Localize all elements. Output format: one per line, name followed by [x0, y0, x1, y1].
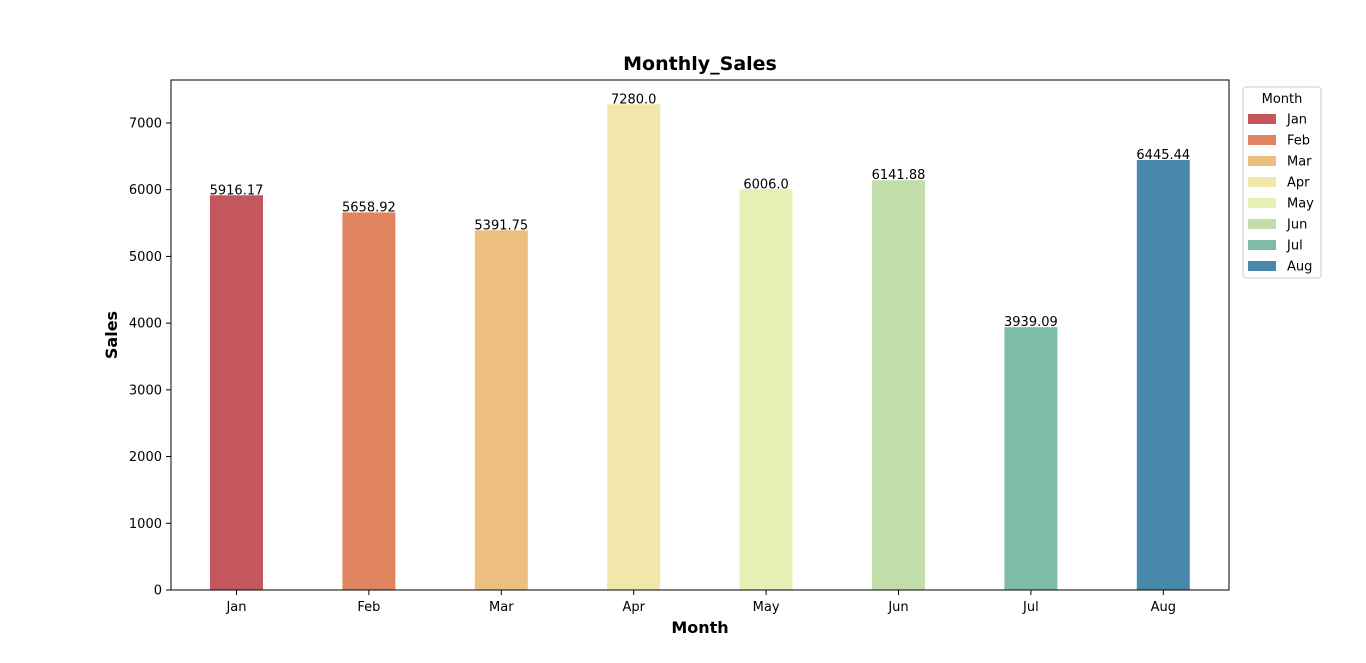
x-axis: Jan Feb Mar Apr May Jun Jul Aug	[225, 590, 1176, 615]
bar-jul	[1004, 327, 1058, 590]
y-tick-label: 0	[154, 584, 162, 599]
y-tick-label: 3000	[129, 383, 162, 398]
legend: Month Jan Feb Mar Apr May Jun Jul Aug	[1242, 86, 1322, 279]
x-tick-label-may: May	[753, 600, 780, 615]
chart-title: Monthly_Sales	[623, 53, 777, 75]
data-label-mar: 5391.75	[474, 218, 528, 233]
legend-swatch-jun	[1248, 219, 1276, 229]
plot-area-frame	[170, 79, 1230, 591]
legend-swatch-may	[1248, 198, 1276, 208]
x-tick-label-feb: Feb	[357, 600, 380, 615]
bar-may	[739, 189, 793, 591]
legend-label-jan: Jan	[1286, 113, 1307, 128]
x-tick-label-jun: Jun	[887, 600, 908, 615]
legend-label-apr: Apr	[1287, 176, 1310, 191]
legend-swatch-aug	[1248, 261, 1276, 271]
data-label-may: 6006.0	[743, 177, 789, 192]
bar-aug	[1136, 159, 1190, 590]
x-tick-label-apr: Apr	[622, 600, 645, 615]
legend-label-feb: Feb	[1287, 134, 1310, 149]
legend-frame	[1242, 86, 1322, 279]
x-tick-label-jan: Jan	[225, 600, 246, 615]
y-tick-label: 2000	[129, 450, 162, 465]
y-axis: 0 1000 2000 3000 4000 5000 6000 7000	[129, 116, 171, 599]
data-label-jul: 3939.09	[1004, 315, 1058, 330]
legend-title: Month	[1262, 92, 1303, 107]
data-label-jan: 5916.17	[210, 183, 264, 198]
legend-label-jun: Jun	[1286, 218, 1307, 233]
y-tick-label: 1000	[129, 517, 162, 532]
legend-swatch-mar	[1248, 156, 1276, 166]
bar-apr	[607, 104, 661, 591]
x-tick-label-jul: Jul	[1022, 600, 1039, 615]
legend-swatch-jul	[1248, 240, 1276, 250]
data-label-jun: 6141.88	[872, 168, 926, 183]
y-tick-label: 4000	[129, 317, 162, 332]
data-labels-group: 5916.17 5658.92 5391.75 7280.0 6006.0 6141.88…	[210, 92, 1191, 330]
y-tick-label: 6000	[129, 183, 162, 198]
y-tick-label: 7000	[129, 116, 162, 131]
legend-entries: Jan Feb Mar Apr May Jun Jul Aug	[1248, 113, 1314, 275]
bar-jun	[872, 180, 925, 590]
y-axis-label: Sales	[102, 311, 121, 359]
bars-group	[210, 104, 1190, 591]
x-tick-label-mar: Mar	[489, 600, 514, 615]
legend-label-may: May	[1287, 197, 1314, 212]
legend-swatch-jan	[1248, 114, 1276, 124]
legend-label-aug: Aug	[1287, 260, 1312, 275]
bar-mar	[474, 230, 528, 590]
x-axis-label: Month	[671, 618, 728, 637]
y-tick-label: 5000	[129, 250, 162, 265]
bar-jan	[210, 195, 263, 590]
data-label-apr: 7280.0	[611, 92, 657, 107]
data-label-feb: 5658.92	[342, 200, 396, 215]
bar-feb	[342, 212, 396, 590]
legend-swatch-feb	[1248, 135, 1276, 145]
x-tick-label-aug: Aug	[1151, 600, 1176, 615]
data-label-aug: 6445.44	[1136, 148, 1190, 163]
legend-label-mar: Mar	[1287, 155, 1312, 170]
legend-label-jul: Jul	[1286, 239, 1303, 254]
legend-swatch-apr	[1248, 177, 1276, 187]
